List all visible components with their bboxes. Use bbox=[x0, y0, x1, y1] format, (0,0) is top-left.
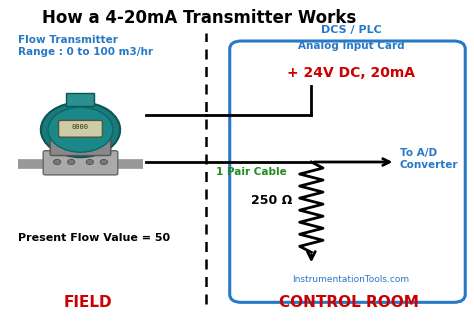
Text: Analog Input Card: Analog Input Card bbox=[298, 41, 404, 51]
Text: FIELD: FIELD bbox=[63, 295, 112, 310]
Text: 0000: 0000 bbox=[72, 124, 89, 130]
Text: 250 Ω: 250 Ω bbox=[251, 194, 292, 207]
Text: Range : 0 to 100 m3/hr: Range : 0 to 100 m3/hr bbox=[18, 48, 153, 57]
Text: Flow Transmitter: Flow Transmitter bbox=[18, 35, 118, 45]
FancyBboxPatch shape bbox=[66, 93, 94, 106]
FancyBboxPatch shape bbox=[59, 121, 102, 137]
Text: CONTROL ROOM: CONTROL ROOM bbox=[279, 295, 419, 310]
FancyBboxPatch shape bbox=[43, 151, 118, 175]
Text: How a 4-20mA Transmitter Works: How a 4-20mA Transmitter Works bbox=[42, 9, 356, 27]
Circle shape bbox=[86, 159, 93, 165]
FancyBboxPatch shape bbox=[230, 41, 465, 302]
Circle shape bbox=[48, 107, 113, 152]
Circle shape bbox=[54, 159, 61, 165]
Text: + 24V DC, 20mA: + 24V DC, 20mA bbox=[287, 66, 415, 80]
Text: Present Flow Value = 50: Present Flow Value = 50 bbox=[18, 233, 170, 243]
Text: InstrumentationTools.com: InstrumentationTools.com bbox=[292, 275, 410, 284]
FancyBboxPatch shape bbox=[50, 134, 111, 156]
Circle shape bbox=[67, 159, 75, 165]
Circle shape bbox=[100, 159, 108, 165]
Circle shape bbox=[41, 102, 120, 157]
Text: To A/D
Converter: To A/D Converter bbox=[400, 148, 458, 169]
Text: DCS / PLC: DCS / PLC bbox=[320, 25, 382, 35]
Text: 1 Pair Cable: 1 Pair Cable bbox=[216, 167, 286, 177]
